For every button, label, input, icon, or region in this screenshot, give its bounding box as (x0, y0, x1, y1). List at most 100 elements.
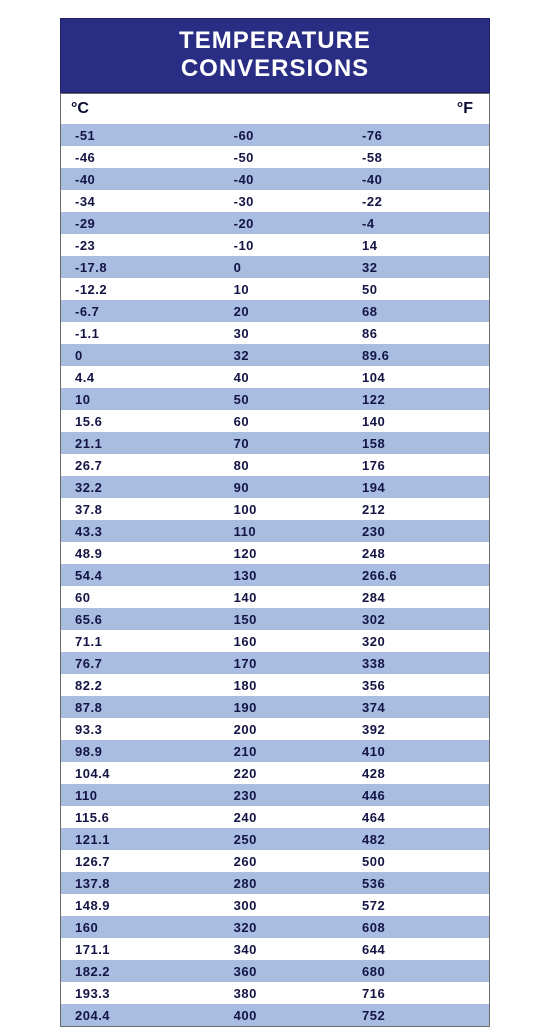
cell-mid: -50 (224, 146, 352, 168)
cell-celsius: 193.3 (61, 982, 224, 1004)
table-row: 71.1160320 (61, 630, 489, 652)
cell-mid: -20 (224, 212, 352, 234)
table-row: 03289.6 (61, 344, 489, 366)
cell-mid: 50 (224, 388, 352, 410)
cell-fahrenheit: 464 (352, 806, 489, 828)
table-row: 76.7170338 (61, 652, 489, 674)
conversion-table: °C °F -51-60-76-46-50-58-40-40-40-34-30-… (61, 94, 489, 1026)
cell-mid: 80 (224, 454, 352, 476)
cell-fahrenheit: 644 (352, 938, 489, 960)
table-row: 26.780176 (61, 454, 489, 476)
table-row: 148.9300572 (61, 894, 489, 916)
table-row: -6.72068 (61, 300, 489, 322)
cell-celsius: 4.4 (61, 366, 224, 388)
cell-mid: 360 (224, 960, 352, 982)
cell-celsius: -6.7 (61, 300, 224, 322)
cell-fahrenheit: 176 (352, 454, 489, 476)
cell-celsius: 21.1 (61, 432, 224, 454)
cell-fahrenheit: 89.6 (352, 344, 489, 366)
table-row: -34-30-22 (61, 190, 489, 212)
table-row: 110230446 (61, 784, 489, 806)
cell-celsius: 137.8 (61, 872, 224, 894)
table-row: 37.8100212 (61, 498, 489, 520)
cell-fahrenheit: 392 (352, 718, 489, 740)
table-row: 204.4400752 (61, 1004, 489, 1026)
cell-fahrenheit: -40 (352, 168, 489, 190)
cell-mid: 210 (224, 740, 352, 762)
cell-fahrenheit: 500 (352, 850, 489, 872)
cell-fahrenheit: 410 (352, 740, 489, 762)
cell-mid: 320 (224, 916, 352, 938)
cell-celsius: 82.2 (61, 674, 224, 696)
table-body: -51-60-76-46-50-58-40-40-40-34-30-22-29-… (61, 124, 489, 1026)
cell-mid: 170 (224, 652, 352, 674)
cell-fahrenheit: 572 (352, 894, 489, 916)
cell-celsius: -29 (61, 212, 224, 234)
cell-mid: 100 (224, 498, 352, 520)
cell-fahrenheit: 14 (352, 234, 489, 256)
cell-fahrenheit: 374 (352, 696, 489, 718)
cell-fahrenheit: 284 (352, 586, 489, 608)
cell-fahrenheit: 752 (352, 1004, 489, 1026)
cell-fahrenheit: -4 (352, 212, 489, 234)
cell-fahrenheit: -76 (352, 124, 489, 146)
table-row: 54.4130266.6 (61, 564, 489, 586)
col-header-mid (224, 94, 352, 124)
table-row: 1050122 (61, 388, 489, 410)
title-line-1: TEMPERATURE (179, 27, 371, 54)
cell-fahrenheit: 320 (352, 630, 489, 652)
conversion-card: TEMPERATURE CONVERSIONS °C °F -51-60-76-… (60, 18, 490, 1027)
cell-celsius: 65.6 (61, 608, 224, 630)
table-row: 126.7260500 (61, 850, 489, 872)
cell-celsius: 148.9 (61, 894, 224, 916)
cell-celsius: 171.1 (61, 938, 224, 960)
cell-mid: 130 (224, 564, 352, 586)
cell-celsius: -1.1 (61, 322, 224, 344)
cell-mid: 10 (224, 278, 352, 300)
cell-mid: 120 (224, 542, 352, 564)
cell-fahrenheit: 680 (352, 960, 489, 982)
cell-celsius: 54.4 (61, 564, 224, 586)
cell-celsius: 87.8 (61, 696, 224, 718)
cell-fahrenheit: -22 (352, 190, 489, 212)
cell-fahrenheit: 194 (352, 476, 489, 498)
cell-mid: 280 (224, 872, 352, 894)
cell-celsius: 0 (61, 344, 224, 366)
cell-mid: 220 (224, 762, 352, 784)
cell-mid: 32 (224, 344, 352, 366)
cell-celsius: 182.2 (61, 960, 224, 982)
cell-fahrenheit: 212 (352, 498, 489, 520)
cell-celsius: 37.8 (61, 498, 224, 520)
cell-celsius: 71.1 (61, 630, 224, 652)
table-row: -51-60-76 (61, 124, 489, 146)
cell-celsius: 76.7 (61, 652, 224, 674)
cell-mid: -10 (224, 234, 352, 256)
cell-fahrenheit: 608 (352, 916, 489, 938)
table-row: -40-40-40 (61, 168, 489, 190)
table-container: °C °F -51-60-76-46-50-58-40-40-40-34-30-… (60, 93, 490, 1027)
table-row: 160320608 (61, 916, 489, 938)
cell-fahrenheit: 338 (352, 652, 489, 674)
cell-celsius: 126.7 (61, 850, 224, 872)
cell-celsius: 93.3 (61, 718, 224, 740)
table-row: -12.21050 (61, 278, 489, 300)
cell-mid: 90 (224, 476, 352, 498)
table-row: 104.4220428 (61, 762, 489, 784)
table-row: 115.6240464 (61, 806, 489, 828)
cell-mid: 250 (224, 828, 352, 850)
table-row: 82.2180356 (61, 674, 489, 696)
cell-fahrenheit: 536 (352, 872, 489, 894)
cell-celsius: -40 (61, 168, 224, 190)
cell-fahrenheit: 158 (352, 432, 489, 454)
table-row: 182.2360680 (61, 960, 489, 982)
cell-mid: 300 (224, 894, 352, 916)
cell-mid: 260 (224, 850, 352, 872)
table-row: 15.660140 (61, 410, 489, 432)
cell-mid: 140 (224, 586, 352, 608)
cell-mid: 160 (224, 630, 352, 652)
table-row: 4.440104 (61, 366, 489, 388)
cell-mid: 20 (224, 300, 352, 322)
cell-celsius: 10 (61, 388, 224, 410)
table-row: -23-1014 (61, 234, 489, 256)
cell-celsius: 104.4 (61, 762, 224, 784)
